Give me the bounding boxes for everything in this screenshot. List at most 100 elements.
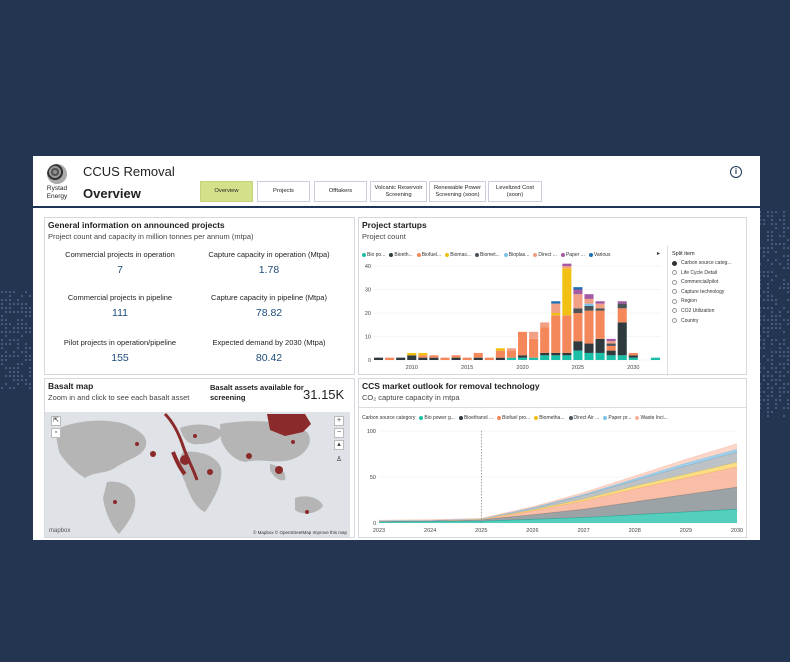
legend-item[interactable]: Direct Air ... [569, 415, 600, 421]
decor-dot [763, 327, 765, 329]
decor-dot [783, 343, 785, 345]
decor-dot [13, 351, 15, 353]
legend-item[interactable]: Paper ... [561, 252, 585, 258]
zoom-in-button[interactable]: + [334, 416, 344, 426]
decor-dot [1, 307, 3, 309]
legend-item[interactable]: Bioplas... [504, 252, 530, 258]
decor-dot [25, 323, 27, 325]
decor-dot [787, 407, 789, 409]
decor-dot [775, 303, 777, 305]
decor-dot [767, 411, 769, 413]
decor-dot [25, 291, 27, 293]
decor-dot [771, 307, 773, 309]
decor-dot [783, 407, 785, 409]
decor-dot [787, 399, 789, 401]
decor-dot [767, 247, 769, 249]
bar-segment [474, 353, 483, 358]
tab-offtakers[interactable]: Offtakers [314, 181, 367, 202]
decor-dot [767, 283, 769, 285]
map-select-icon[interactable]: ⇱ [51, 416, 61, 426]
bar-segment [596, 301, 605, 303]
tab-projects[interactable]: Projects [257, 181, 310, 202]
decor-dot [771, 319, 773, 321]
split-item-panel: Split item Carbon source categ... Life Cy… [667, 246, 755, 376]
legend-item[interactable]: Biofuel... [417, 252, 441, 258]
legend-item[interactable]: Waste Inci... [635, 415, 667, 421]
logo-line2: Energy [43, 193, 71, 200]
map-attribution[interactable]: © Mapbox © OpenStreetMap Improve this ma… [253, 530, 347, 535]
decor-dot [767, 307, 769, 309]
decor-dot [783, 319, 785, 321]
decor-dot [767, 271, 769, 273]
tab-overview[interactable]: Overview [200, 181, 253, 202]
legend-item[interactable]: Bioethanol ... [459, 415, 493, 421]
tab-levelized-cost[interactable]: Levelized Cost (soon) [488, 181, 542, 202]
decor-dot [29, 355, 31, 357]
decor-dot [787, 347, 789, 349]
split-option-label: Region [681, 298, 697, 304]
decor-dot [25, 331, 27, 333]
decor-dot [1, 339, 3, 341]
decor-dot [771, 279, 773, 281]
decor-dot [775, 367, 777, 369]
legend-item[interactable]: Direct ... [533, 252, 557, 258]
legend-item[interactable]: Various [589, 252, 611, 258]
split-option[interactable]: Carbon source categ... [672, 260, 755, 266]
legend-swatch [475, 253, 479, 257]
decor-dot [779, 263, 781, 265]
decor-dot [9, 355, 11, 357]
legend-item[interactable]: Biometha... [534, 415, 564, 421]
split-option[interactable]: Life Cycle Detail [672, 270, 755, 276]
map-lasso-icon[interactable]: ▫ [51, 428, 61, 438]
decor-dot [771, 411, 773, 413]
decor-dot [779, 351, 781, 353]
decor-dot [763, 247, 765, 249]
legend-item[interactable]: Bio power g... [419, 415, 455, 421]
info-icon[interactable]: i [730, 166, 742, 178]
decor-dot [29, 367, 31, 369]
legend-item[interactable]: Biomet... [475, 252, 500, 258]
decor-dot [779, 375, 781, 377]
compass-icon[interactable]: ▴ [334, 440, 344, 450]
legend-item[interactable]: Biomas... [445, 252, 471, 258]
decor-dot [25, 343, 27, 345]
decor-dot [775, 227, 777, 229]
decor-dot [21, 379, 23, 381]
split-option[interactable]: Country [672, 318, 755, 324]
legend-item[interactable]: Bio po... [362, 252, 385, 258]
radio-icon [672, 318, 677, 323]
decor-dot [25, 303, 27, 305]
decor-dot [767, 211, 769, 213]
legend-next-icon[interactable]: ▸ [657, 250, 660, 257]
decor-dot [771, 351, 773, 353]
decor-dot [763, 331, 765, 333]
split-option[interactable]: Region [672, 298, 755, 304]
tab-renewable-power-screening[interactable]: Renewable Power Screening (soon) [429, 181, 486, 202]
legend-item[interactable]: Biofuel pro... [497, 415, 530, 421]
stat-value: 80.42 [194, 352, 344, 364]
decor-dot [783, 243, 785, 245]
tab-volcanic-reservoir-screening[interactable]: Volcanic Reservoir Screening [370, 181, 427, 202]
split-option[interactable]: Commercial/pilot [672, 279, 755, 285]
legend-item[interactable]: Bioeth... [389, 252, 412, 258]
legend-item[interactable]: Paper pr... [603, 415, 631, 421]
decor-dot [29, 315, 31, 317]
decor-dot [767, 387, 769, 389]
split-option[interactable]: Capture technology [672, 289, 755, 295]
bar-segment [573, 351, 582, 360]
zoom-out-button[interactable]: − [334, 428, 344, 438]
decor-dot [17, 327, 19, 329]
decor-dot [21, 303, 23, 305]
decor-dot [775, 407, 777, 409]
basalt-map[interactable]: ⇱ ▫ + − ▴ ♙ mapbox © Mapbox © OpenStreet… [45, 412, 350, 537]
decor-dot [787, 383, 789, 385]
bar-segment [573, 313, 582, 341]
radio-icon [672, 270, 677, 275]
pegman-icon[interactable]: ♙ [334, 456, 344, 466]
bar-segment [463, 358, 472, 360]
legend-label: Waste Inci... [640, 415, 667, 421]
decor-dot [767, 319, 769, 321]
decor-dot [783, 211, 785, 213]
split-option[interactable]: CO2 Utilization [672, 308, 755, 314]
decor-dot [767, 251, 769, 253]
